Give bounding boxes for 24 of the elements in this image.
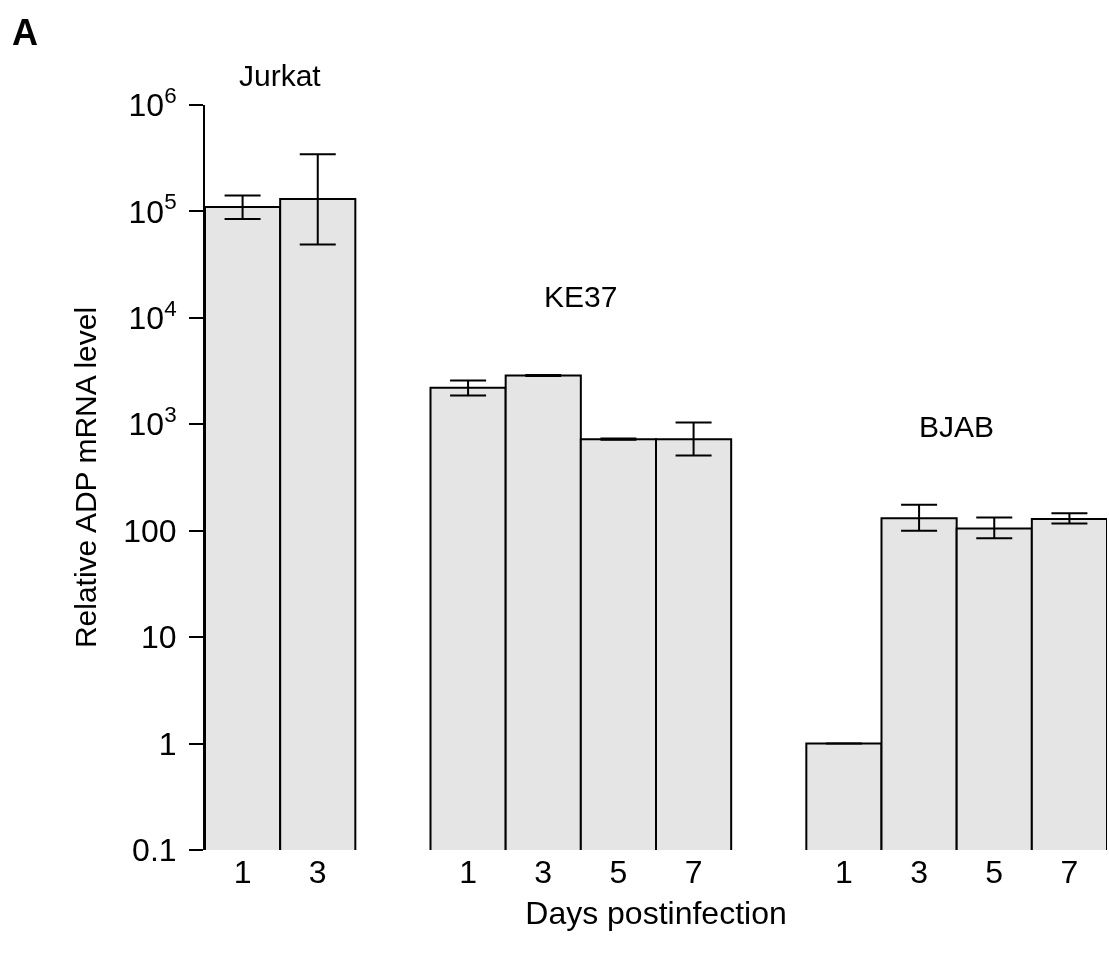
chart-title: A (12, 12, 38, 53)
y-tick-label: 0.1 (132, 832, 177, 869)
annotation: BJAB (919, 410, 995, 443)
x-tick-label: 5 (985, 854, 1004, 890)
x-tick-label: 7 (1060, 854, 1079, 890)
x-tick-label: 7 (684, 854, 703, 890)
annotation: KE37 (544, 280, 618, 313)
x-axis-title: Days postinfection (525, 894, 787, 931)
y-tick-label: 10$^{3}$ (128, 402, 177, 443)
x-tick-label: 5 (609, 854, 628, 890)
y-tick-label: 10$^{4}$ (128, 295, 177, 337)
x-tick-label: 3 (308, 854, 327, 890)
y-tick-label: 10$^{6}$ (128, 82, 177, 124)
y-tick-label: 10$^{5}$ (128, 189, 177, 230)
x-tick-label: 1 (459, 854, 477, 890)
x-tick-label: 3 (534, 854, 553, 890)
y-tick-label: 1 (158, 725, 177, 762)
y-axis-title: Relative ADP mRNA level (68, 306, 102, 649)
x-tick-label: 1 (835, 854, 853, 890)
x-tick-label: 3 (910, 854, 928, 890)
x-tick-label: 1 (233, 854, 252, 890)
y-tick-label: 10 (141, 619, 177, 656)
text: Jurkat (239, 59, 322, 92)
y-tick-label: 100 (123, 512, 177, 549)
